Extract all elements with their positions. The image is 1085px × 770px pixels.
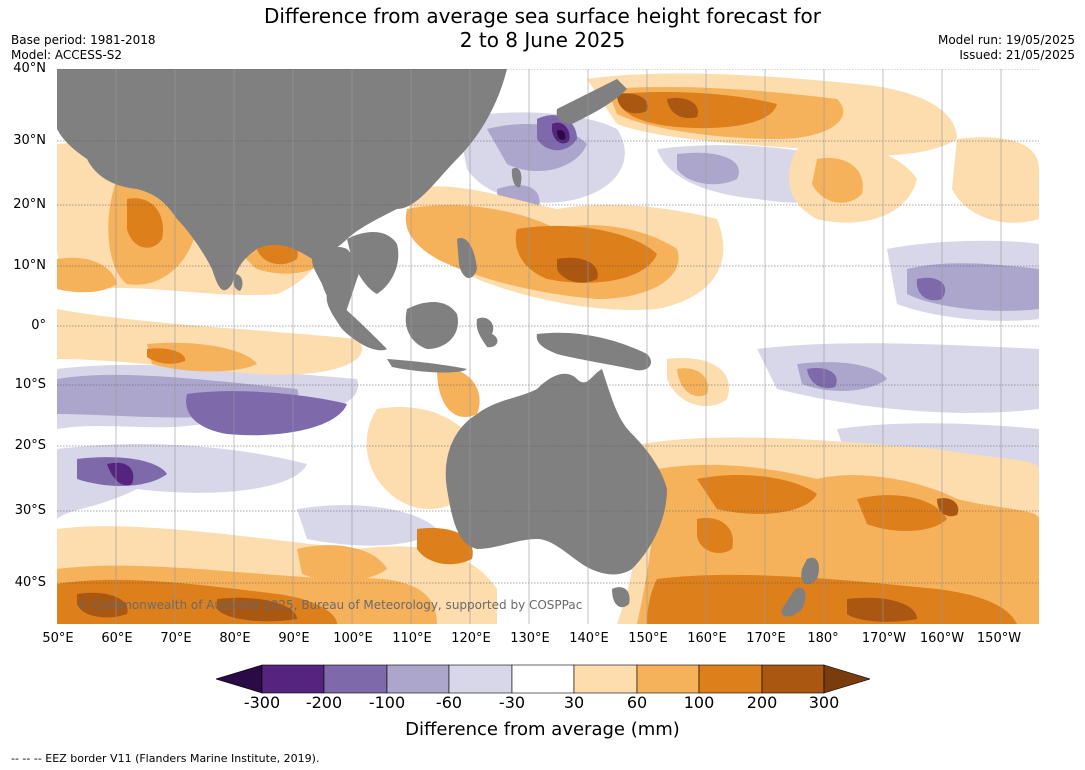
- colorbar-label: Difference from average (mm): [405, 719, 680, 740]
- lon-label: 80°E: [219, 631, 251, 646]
- lon-label: 150°E: [628, 631, 668, 646]
- colorbar-swatch: [386, 664, 450, 694]
- model-run: Model run: 19/05/2025: [937, 33, 1075, 47]
- colorbar-swatch: [573, 664, 638, 694]
- eez-footnote: -- -- -- EEZ border V11 (Flanders Marine…: [11, 752, 320, 765]
- lon-label: 110°E: [392, 631, 432, 646]
- anomaly-field: [57, 73, 1039, 624]
- colorbar-swatch: [323, 664, 388, 694]
- lat-label: 30°S: [14, 503, 46, 518]
- map-title: Difference from average sea surface heig…: [0, 4, 1085, 52]
- issued-date: Issued: 21/05/2025: [959, 48, 1075, 62]
- lon-label: 160°E: [687, 631, 727, 646]
- lat-label: 40°N: [13, 61, 46, 76]
- model-info: Base period: 1981-2018 Model: ACCESS-S2: [11, 33, 156, 63]
- lat-label: 10°N: [13, 258, 46, 273]
- lon-label: 140°E: [569, 631, 609, 646]
- copyright-notice: © Commonwealth of Australia 2025, Bureau…: [77, 598, 583, 612]
- colorbar-over-triangle: [823, 664, 870, 694]
- colorbar-tick: 200: [746, 693, 778, 712]
- colorbar-tick: 100: [683, 693, 715, 712]
- lat-label: 10°S: [14, 377, 46, 392]
- lat-label: 0°: [31, 318, 46, 333]
- lat-label: 30°N: [13, 133, 46, 148]
- colorbar-tick: -60: [435, 693, 463, 712]
- colorbar-swatch: [761, 664, 825, 694]
- colorbar-tick: 300: [808, 693, 840, 712]
- colorbar-swatch: [261, 664, 325, 694]
- colorbar-tick: 60: [626, 693, 648, 712]
- lon-label: 60°E: [101, 631, 133, 646]
- lat-label: 40°S: [14, 575, 46, 590]
- lon-label: 150°W: [976, 631, 1022, 646]
- lon-label: 90°E: [278, 631, 310, 646]
- colorbar-tick: -200: [305, 693, 343, 712]
- colorbar-swatch: [448, 664, 513, 694]
- colorbar-tick: -300: [243, 693, 281, 712]
- base-period: Base period: 1981-2018: [11, 33, 156, 47]
- run-info: Model run: 19/05/2025 Issued: 21/05/2025: [938, 33, 1075, 63]
- land-masses: [57, 69, 819, 617]
- lon-label: 170°E: [746, 631, 786, 646]
- lon-label: 50°E: [42, 631, 74, 646]
- lat-label: 20°S: [14, 438, 46, 453]
- colorbar-tick: 30: [563, 693, 585, 712]
- title-line-1: Difference from average sea surface heig…: [263, 4, 822, 28]
- colorbar-swatch: [636, 664, 700, 694]
- model-name: Model: ACCESS-S2: [11, 48, 123, 62]
- lon-label: 170°W: [861, 631, 907, 646]
- lon-label: 180°: [807, 631, 839, 646]
- title-line-2: 2 to 8 June 2025: [459, 28, 626, 52]
- graticule-meridians: [115, 69, 1002, 624]
- colorbar-tick: -100: [368, 693, 406, 712]
- colorbar: [216, 664, 870, 694]
- colorbar-under-triangle: [216, 664, 263, 694]
- colorbar-swatch: [511, 664, 575, 694]
- colorbar-swatch: [698, 664, 763, 694]
- lon-label: 70°E: [160, 631, 192, 646]
- lon-label: 100°E: [333, 631, 373, 646]
- lon-label: 120°E: [451, 631, 491, 646]
- lon-label: 130°E: [510, 631, 550, 646]
- sea-surface-height-map: [57, 69, 1039, 624]
- lat-label: 20°N: [13, 197, 46, 212]
- lon-label: 160°W: [919, 631, 965, 646]
- colorbar-tick: -30: [498, 693, 526, 712]
